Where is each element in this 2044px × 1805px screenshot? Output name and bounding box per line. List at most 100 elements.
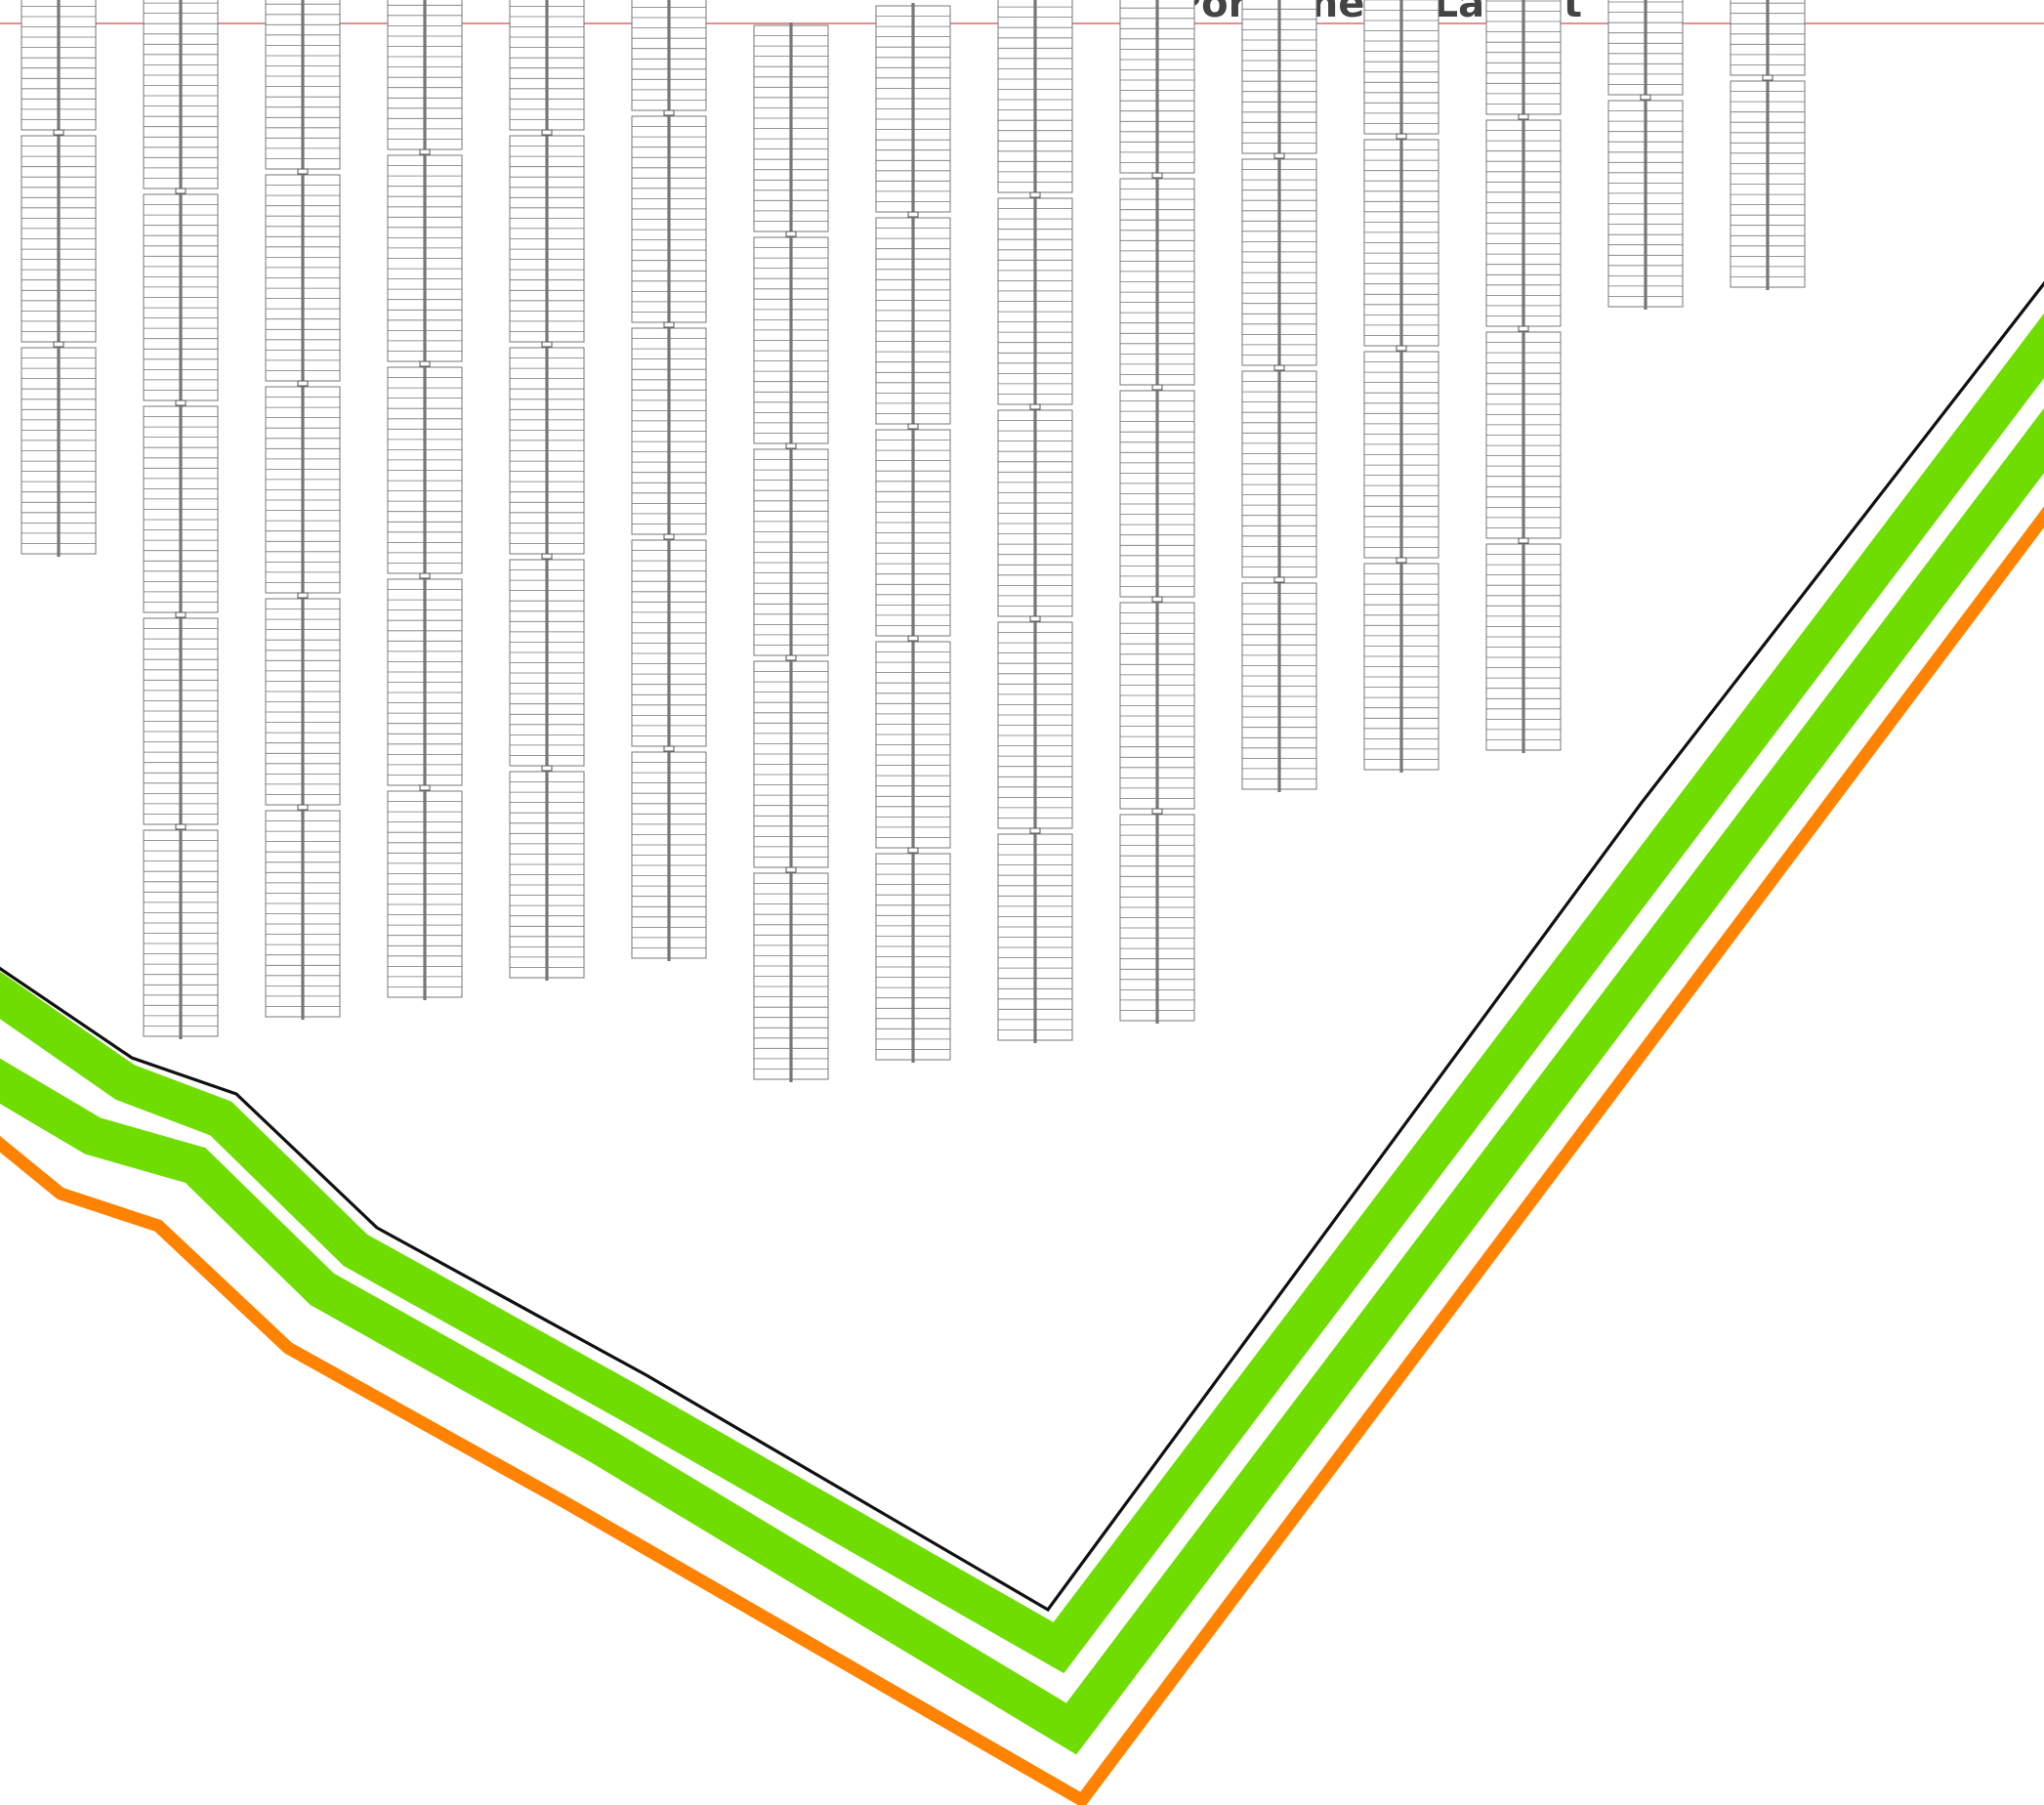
tracker-table xyxy=(143,0,219,191)
tracker-drive xyxy=(785,866,797,873)
tracker-drive xyxy=(663,745,675,752)
tracker-drive xyxy=(663,533,675,540)
orange-strip xyxy=(0,506,2044,1805)
tracker-table xyxy=(997,191,1073,407)
tracker-table xyxy=(509,765,585,981)
tracker-table xyxy=(631,321,707,537)
tracker-drive xyxy=(1518,325,1529,332)
tracker-drive xyxy=(53,341,64,348)
tracker-drive xyxy=(785,654,797,661)
tracker-drive xyxy=(541,129,553,136)
tracker-drive xyxy=(1029,191,1041,198)
tracker-drive xyxy=(175,823,187,830)
tracker-table xyxy=(143,823,219,1039)
tracker-table xyxy=(1119,596,1195,812)
tracker-column xyxy=(1730,0,1806,290)
tracker-drive xyxy=(1396,133,1407,140)
tracker-table xyxy=(997,615,1073,831)
tracker-column xyxy=(1485,0,1562,753)
tracker-column xyxy=(1119,0,1195,1024)
tracker-drive xyxy=(541,341,553,348)
tracker-table xyxy=(1119,808,1195,1024)
perimeter-strips xyxy=(0,280,2044,1805)
tracker-drive xyxy=(1640,94,1651,101)
tracker-table xyxy=(387,360,463,576)
tracker-table xyxy=(1241,0,1317,156)
tracker-drive xyxy=(1518,113,1529,120)
tracker-table xyxy=(21,0,97,133)
tracker-table xyxy=(143,188,219,403)
tracker-table xyxy=(997,403,1073,619)
tracker-table xyxy=(1363,133,1439,349)
tracker-drive xyxy=(1273,576,1285,583)
tracker-drive xyxy=(175,611,187,618)
tracker-drive xyxy=(663,109,675,116)
tracker-table xyxy=(1485,325,1562,541)
tracker-drive xyxy=(1151,384,1163,391)
tracker-table xyxy=(265,804,341,1020)
tracker-table xyxy=(753,866,829,1082)
tracker-column xyxy=(1241,0,1317,792)
tracker-drive xyxy=(175,399,187,406)
tracker-table xyxy=(875,423,951,639)
tracker-table xyxy=(875,3,951,215)
tracker-drive xyxy=(541,765,553,772)
tracker-drive xyxy=(419,148,431,155)
tracker-drive xyxy=(175,188,187,194)
tracker-drive xyxy=(785,442,797,449)
tracker-table xyxy=(1363,0,1439,137)
tracker-table xyxy=(387,572,463,788)
tracker-table xyxy=(509,341,585,557)
tracker-column xyxy=(997,0,1073,1043)
tracker-drive xyxy=(419,784,431,791)
tracker-table xyxy=(631,109,707,325)
tracker-drive xyxy=(907,423,919,430)
tracker-drive xyxy=(53,129,64,136)
tracker-table xyxy=(1119,384,1195,600)
tracker-table xyxy=(143,399,219,615)
tracker-table xyxy=(387,0,463,152)
tracker-table xyxy=(265,592,341,808)
tracker-drive xyxy=(1029,615,1041,622)
tracker-table xyxy=(1241,364,1317,580)
tracker-table xyxy=(753,231,829,446)
tracker-drive xyxy=(907,635,919,642)
tracker-table xyxy=(1119,0,1195,176)
tracker-column xyxy=(1363,0,1439,773)
tracker-drive xyxy=(541,553,553,560)
tracker-table xyxy=(1119,172,1195,388)
tracker-table xyxy=(753,22,829,234)
tracker-table xyxy=(1485,113,1562,329)
tracker-table xyxy=(1241,576,1317,792)
tracker-table xyxy=(265,380,341,596)
tracker-table xyxy=(875,847,951,1063)
tracker-table xyxy=(997,0,1073,195)
tracker-drive xyxy=(1029,827,1041,834)
tracker-column xyxy=(753,22,829,1082)
tracker-column xyxy=(143,0,219,1039)
tracker-table xyxy=(387,148,463,364)
tracker-drive xyxy=(297,804,309,811)
tracker-drive xyxy=(1273,152,1285,159)
tracker-table xyxy=(1485,0,1562,117)
tracker-table xyxy=(1607,94,1684,310)
tracker-table xyxy=(997,827,1073,1043)
tracker-drive xyxy=(1396,557,1407,564)
tracker-array xyxy=(21,0,1806,1082)
tracker-table xyxy=(875,211,951,427)
tracker-drive xyxy=(663,321,675,328)
tracker-drive xyxy=(1273,364,1285,371)
tracker-drive xyxy=(1518,537,1529,544)
tracker-table xyxy=(1485,537,1562,753)
tracker-drive xyxy=(907,847,919,854)
tracker-table xyxy=(509,0,585,133)
tracker-drive xyxy=(297,380,309,387)
tracker-column xyxy=(265,0,341,1020)
tracker-drive xyxy=(1151,596,1163,603)
tracker-table xyxy=(631,745,707,961)
tracker-table xyxy=(631,533,707,749)
tracker-drive xyxy=(297,592,309,599)
tracker-drive xyxy=(1151,808,1163,815)
tracker-drive xyxy=(297,168,309,175)
